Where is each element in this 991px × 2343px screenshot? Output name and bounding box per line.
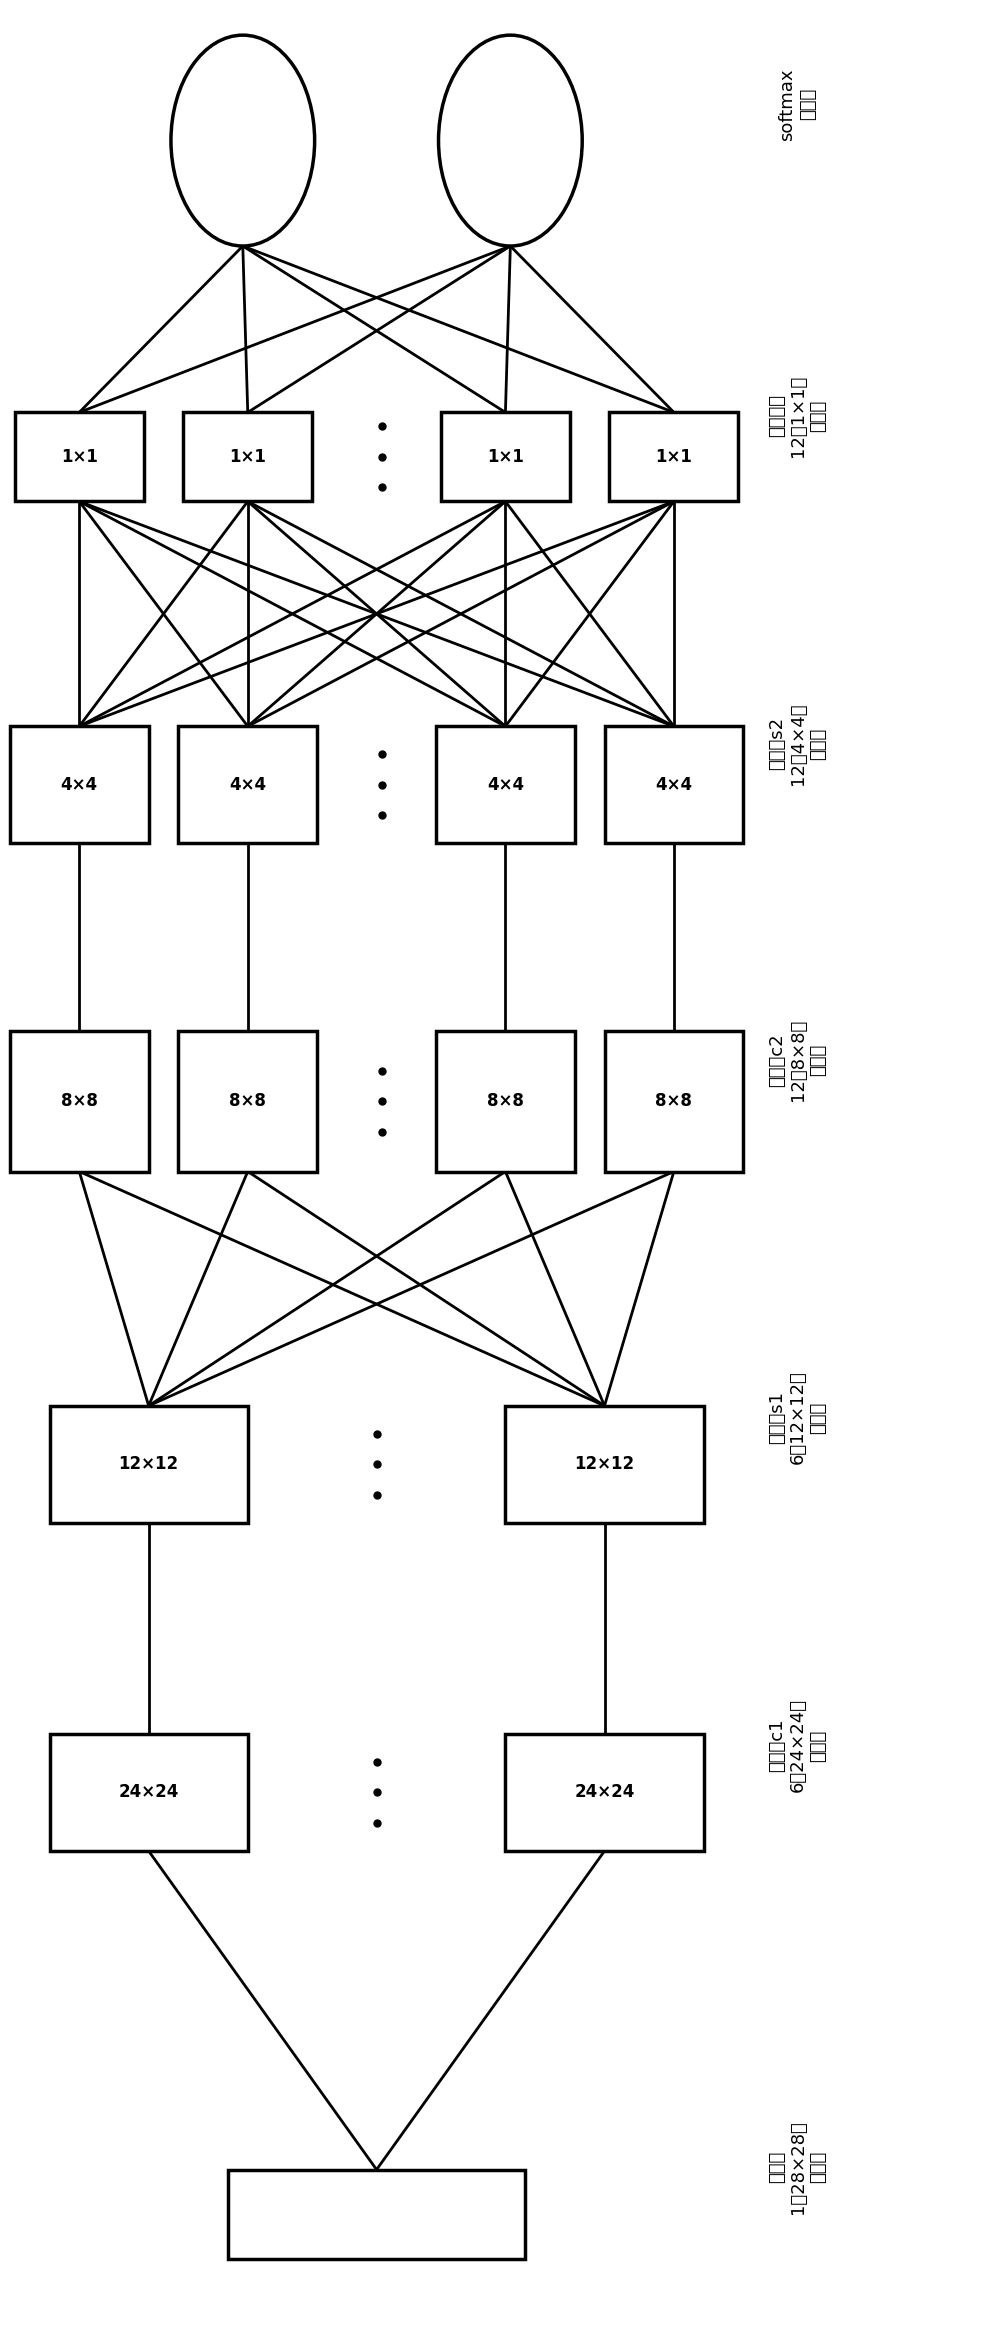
FancyBboxPatch shape — [436, 1031, 575, 1172]
Text: 24×24: 24×24 — [119, 1783, 178, 1802]
Text: 1×1: 1×1 — [487, 448, 524, 466]
FancyBboxPatch shape — [10, 1031, 149, 1172]
FancyBboxPatch shape — [50, 1734, 248, 1851]
Text: 4×4: 4×4 — [655, 776, 693, 794]
Ellipse shape — [170, 35, 315, 246]
Text: 8×8: 8×8 — [60, 1092, 98, 1111]
FancyBboxPatch shape — [441, 412, 570, 501]
Text: 4×4: 4×4 — [487, 776, 524, 794]
Text: 4×4: 4×4 — [229, 776, 267, 794]
FancyBboxPatch shape — [178, 726, 317, 843]
Text: softmax
输出层: softmax 输出层 — [778, 68, 818, 141]
FancyBboxPatch shape — [605, 726, 743, 843]
Text: 卷积层c1
6个24×24的
特征图: 卷积层c1 6个24×24的 特征图 — [768, 1699, 827, 1792]
Text: 1×1: 1×1 — [655, 448, 693, 466]
Text: 24×24: 24×24 — [575, 1783, 634, 1802]
FancyBboxPatch shape — [15, 412, 144, 501]
Text: 8×8: 8×8 — [487, 1092, 524, 1111]
Text: 卷积层c2
12个8×8的
特征图: 卷积层c2 12个8×8的 特征图 — [768, 1019, 827, 1101]
Ellipse shape — [438, 35, 583, 246]
FancyBboxPatch shape — [436, 726, 575, 843]
Text: 采样层s1
6个12×12的
特征图: 采样层s1 6个12×12的 特征图 — [768, 1371, 827, 1464]
Text: 12×12: 12×12 — [119, 1455, 178, 1474]
FancyBboxPatch shape — [609, 412, 738, 501]
FancyBboxPatch shape — [605, 1031, 743, 1172]
Text: 1×1: 1×1 — [60, 448, 98, 466]
Text: 采样层s2
12个4×4的
特征图: 采样层s2 12个4×4的 特征图 — [768, 703, 827, 785]
FancyBboxPatch shape — [50, 1406, 248, 1523]
Text: 12×12: 12×12 — [575, 1455, 634, 1474]
FancyBboxPatch shape — [228, 2170, 525, 2259]
Text: 8×8: 8×8 — [655, 1092, 693, 1111]
Text: 8×8: 8×8 — [229, 1092, 267, 1111]
Text: 全连接层
12个1×1的
频谱图: 全连接层 12个1×1的 频谱图 — [768, 375, 827, 457]
FancyBboxPatch shape — [10, 726, 149, 843]
Text: 输入层
1个28×28的
频谱图: 输入层 1个28×28的 频谱图 — [768, 2120, 827, 2214]
Text: 4×4: 4×4 — [60, 776, 98, 794]
FancyBboxPatch shape — [183, 412, 312, 501]
FancyBboxPatch shape — [505, 1406, 704, 1523]
Text: 1×1: 1×1 — [229, 448, 267, 466]
FancyBboxPatch shape — [505, 1734, 704, 1851]
FancyBboxPatch shape — [178, 1031, 317, 1172]
